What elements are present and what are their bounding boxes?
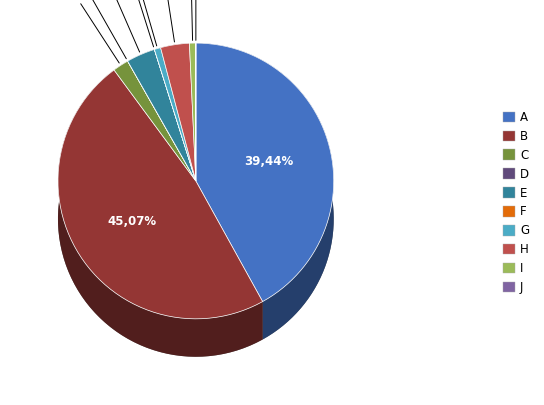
Polygon shape: [128, 49, 154, 99]
Text: 0,00%: 0,00%: [180, 0, 212, 40]
Legend: A, B, C, D, E, F, G, H, I, J: A, B, C, D, E, F, G, H, I, J: [500, 107, 533, 298]
Text: 3,17%: 3,17%: [91, 0, 140, 52]
Polygon shape: [154, 49, 196, 181]
Polygon shape: [128, 61, 196, 181]
Polygon shape: [114, 61, 128, 108]
Polygon shape: [160, 43, 189, 85]
Text: 0,00%: 0,00%: [113, 0, 153, 47]
Polygon shape: [196, 43, 333, 339]
Text: 3,17%: 3,17%: [146, 0, 179, 42]
Polygon shape: [189, 43, 196, 181]
Text: 0,00%: 0,00%: [70, 0, 126, 59]
Polygon shape: [196, 43, 333, 302]
Polygon shape: [154, 48, 160, 87]
Text: 0,70%: 0,70%: [174, 0, 207, 40]
Text: 45,07%: 45,07%: [108, 215, 157, 228]
Text: 39,44%: 39,44%: [245, 156, 294, 168]
Polygon shape: [114, 61, 196, 181]
Polygon shape: [189, 43, 196, 81]
Text: 0,70%: 0,70%: [118, 0, 157, 46]
Polygon shape: [160, 43, 196, 181]
Polygon shape: [58, 81, 333, 357]
Polygon shape: [154, 48, 196, 181]
Polygon shape: [58, 70, 263, 357]
Polygon shape: [58, 70, 263, 319]
Polygon shape: [128, 49, 196, 181]
Text: 1,76%: 1,76%: [59, 0, 119, 63]
